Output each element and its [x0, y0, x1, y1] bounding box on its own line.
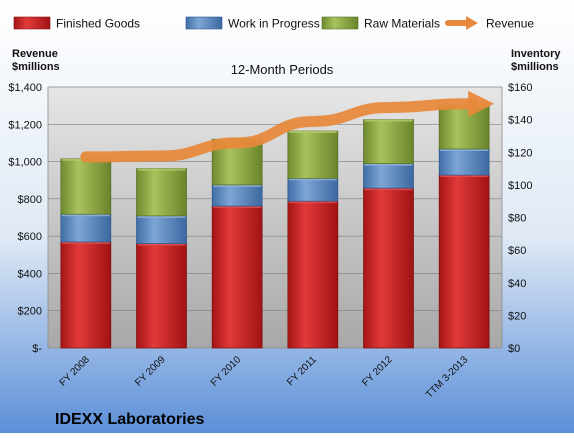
bar-highlight	[289, 131, 337, 133]
right-tick-label: $160	[508, 82, 532, 94]
right-tick-label: $0	[508, 343, 520, 355]
bar-work-in-progress-fy-2008	[61, 214, 111, 242]
legend-label-raw-materials: Raw Materials	[364, 17, 440, 31]
bar-finished-goods-ttm-3-2013	[439, 175, 489, 348]
legend-label-revenue: Revenue	[486, 17, 534, 31]
bar-finished-goods-fy-2011	[288, 201, 338, 348]
bar-finished-goods-fy-2012	[364, 188, 414, 348]
left-tick-label: $800	[18, 194, 42, 206]
right-axis-title-line2: $millions	[511, 61, 559, 73]
bar-work-in-progress-fy-2011	[288, 178, 338, 201]
bar-raw-materials-fy-2009	[137, 169, 187, 216]
company-name: IDEXX Laboratories	[55, 411, 204, 428]
bar-finished-goods-fy-2008	[61, 242, 111, 348]
right-tick-label: $80	[508, 213, 526, 225]
bar-raw-materials-ttm-3-2013	[439, 105, 489, 149]
left-tick-label: $200	[18, 306, 42, 318]
right-tick-label: $60	[508, 245, 526, 257]
bar-raw-materials-fy-2008	[61, 159, 111, 214]
left-axis-title-line2: $millions	[12, 61, 60, 73]
bar-work-in-progress-fy-2009	[137, 216, 187, 244]
legend-swatch-finished-goods	[14, 17, 50, 29]
legend-swatch-raw-materials	[322, 17, 358, 29]
bar-highlight	[138, 169, 186, 171]
right-tick-label: $100	[508, 180, 532, 192]
left-tick-label: $600	[18, 231, 42, 243]
right-tick-label: $140	[508, 115, 532, 127]
right-tick-label: $120	[508, 147, 532, 159]
bar-work-in-progress-ttm-3-2013	[439, 149, 489, 175]
legend-label-finished-goods: Finished Goods	[56, 17, 140, 31]
left-tick-label: $1,400	[8, 82, 42, 94]
legend-swatch-work-in-progress	[186, 17, 222, 29]
bar-finished-goods-fy-2009	[137, 244, 187, 348]
left-axis-title-line1: Revenue	[12, 48, 58, 60]
bar-raw-materials-fy-2012	[364, 120, 414, 164]
legend-label-work-in-progress: Work in Progress	[228, 17, 320, 31]
left-tick-label: $400	[18, 268, 42, 280]
bar-highlight	[365, 120, 413, 122]
right-tick-label: $20	[508, 310, 526, 322]
bar-raw-materials-fy-2011	[288, 131, 338, 178]
bar-finished-goods-fy-2010	[212, 206, 262, 348]
right-tick-label: $40	[508, 278, 526, 290]
left-tick-label: $-	[32, 343, 42, 355]
bar-work-in-progress-fy-2010	[212, 185, 262, 206]
bar-work-in-progress-fy-2012	[364, 164, 414, 188]
left-tick-label: $1,000	[8, 157, 42, 169]
right-axis-title-line1: Inventory	[511, 48, 561, 60]
left-tick-label: $1,200	[8, 119, 42, 131]
chart-title: 12-Month Periods	[231, 62, 334, 77]
